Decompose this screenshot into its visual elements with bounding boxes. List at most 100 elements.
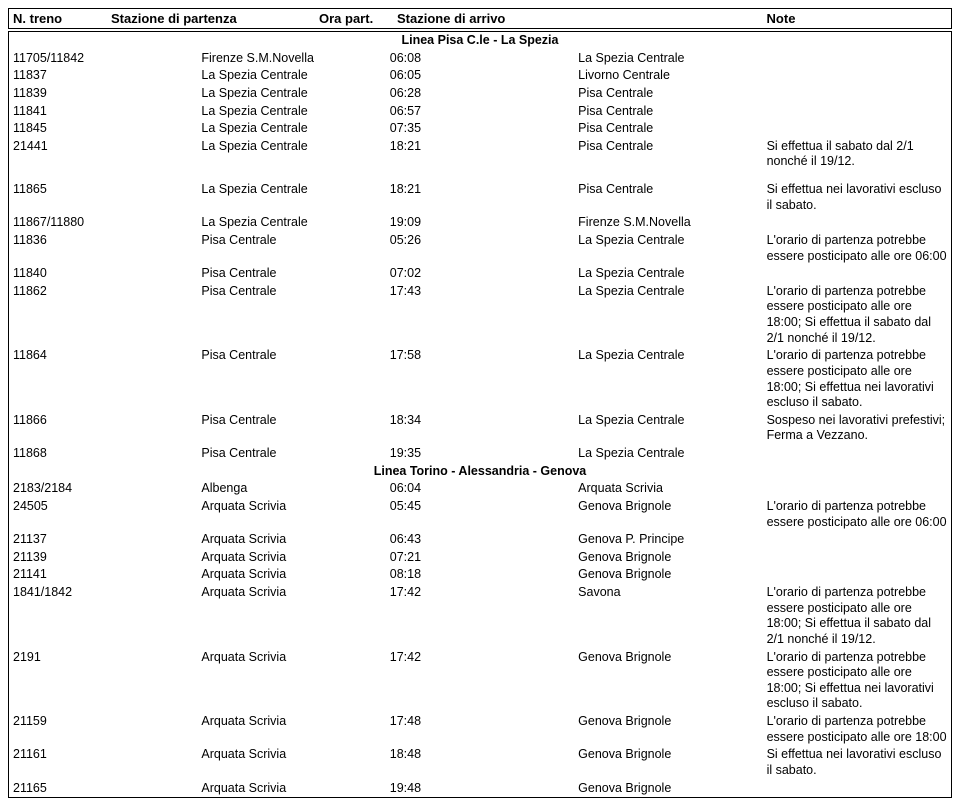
cell-note: L'orario di partenza potrebbe essere pos… bbox=[763, 283, 951, 348]
cell-arrivo: Genova Brignole bbox=[574, 780, 762, 798]
col-header-partenza: Stazione di partenza bbox=[107, 9, 315, 28]
cell-partenza: Arquata Scrivia bbox=[197, 584, 385, 649]
cell-note: Si effettua nei lavorativi escluso il sa… bbox=[763, 746, 951, 779]
cell-arrivo: Savona bbox=[574, 584, 762, 649]
cell-arrivo: La Spezia Centrale bbox=[574, 265, 762, 283]
cell-arrivo: Firenze S.M.Novella bbox=[574, 214, 762, 232]
cell-ora: 06:28 bbox=[386, 85, 574, 103]
cell-note bbox=[763, 67, 951, 85]
cell-partenza: La Spezia Centrale bbox=[197, 67, 385, 85]
cell-arrivo: Genova Brignole bbox=[574, 746, 762, 779]
cell-treno: 11840 bbox=[9, 265, 197, 283]
cell-note bbox=[763, 120, 951, 138]
cell-ora: 18:34 bbox=[386, 412, 574, 445]
cell-arrivo: La Spezia Centrale bbox=[574, 412, 762, 445]
cell-note bbox=[763, 103, 951, 121]
table-row: 11841La Spezia Centrale06:57Pisa Central… bbox=[9, 103, 951, 121]
cell-partenza: La Spezia Centrale bbox=[197, 181, 385, 214]
cell-ora: 06:04 bbox=[386, 480, 574, 498]
cell-ora: 08:18 bbox=[386, 566, 574, 584]
cell-note bbox=[763, 85, 951, 103]
cell-ora: 05:26 bbox=[386, 232, 574, 265]
cell-partenza: Arquata Scrivia bbox=[197, 780, 385, 798]
cell-treno: 11866 bbox=[9, 412, 197, 445]
table-row: 21161Arquata Scrivia18:48Genova Brignole… bbox=[9, 746, 951, 779]
cell-partenza: Firenze S.M.Novella bbox=[197, 50, 385, 68]
cell-ora: 07:21 bbox=[386, 549, 574, 567]
cell-ora: 17:42 bbox=[386, 649, 574, 714]
cell-note bbox=[763, 214, 951, 232]
table-row: 11864Pisa Centrale17:58La Spezia Central… bbox=[9, 347, 951, 412]
cell-note: Si effettua nei lavorativi escluso il sa… bbox=[763, 181, 951, 214]
cell-arrivo: La Spezia Centrale bbox=[574, 50, 762, 68]
spacer-row bbox=[9, 171, 951, 181]
cell-arrivo: La Spezia Centrale bbox=[574, 347, 762, 412]
cell-ora: 19:09 bbox=[386, 214, 574, 232]
table-row: 1841/1842Arquata Scrivia17:42SavonaL'ora… bbox=[9, 584, 951, 649]
cell-treno: 11841 bbox=[9, 103, 197, 121]
cell-partenza: Arquata Scrivia bbox=[197, 549, 385, 567]
cell-treno: 11868 bbox=[9, 445, 197, 463]
cell-treno: 21141 bbox=[9, 566, 197, 584]
cell-arrivo: Pisa Centrale bbox=[574, 120, 762, 138]
cell-partenza: Arquata Scrivia bbox=[197, 649, 385, 714]
cell-partenza: Pisa Centrale bbox=[197, 232, 385, 265]
cell-partenza: Pisa Centrale bbox=[197, 412, 385, 445]
cell-ora: 07:02 bbox=[386, 265, 574, 283]
cell-partenza: La Spezia Centrale bbox=[197, 138, 385, 171]
cell-note: L'orario di partenza potrebbe essere pos… bbox=[763, 498, 951, 531]
section-title: Linea Torino - Alessandria - Genova bbox=[9, 463, 951, 481]
table-row: 2183/2184Albenga06:04Arquata Scrivia bbox=[9, 480, 951, 498]
table-row: 11839La Spezia Centrale06:28Pisa Central… bbox=[9, 85, 951, 103]
cell-ora: 19:35 bbox=[386, 445, 574, 463]
cell-ora: 19:48 bbox=[386, 780, 574, 798]
cell-partenza: La Spezia Centrale bbox=[197, 120, 385, 138]
cell-treno: 11865 bbox=[9, 181, 197, 214]
cell-arrivo: Genova P. Principe bbox=[574, 531, 762, 549]
cell-treno: 11839 bbox=[9, 85, 197, 103]
table-row: 11845La Spezia Centrale07:35Pisa Central… bbox=[9, 120, 951, 138]
cell-ora: 17:58 bbox=[386, 347, 574, 412]
cell-note bbox=[763, 265, 951, 283]
cell-note: Si effettua il sabato dal 2/1 nonché il … bbox=[763, 138, 951, 171]
cell-arrivo: Genova Brignole bbox=[574, 498, 762, 531]
cell-treno: 21159 bbox=[9, 713, 197, 746]
cell-note: L'orario di partenza potrebbe essere pos… bbox=[763, 232, 951, 265]
table-row: 11866Pisa Centrale18:34La Spezia Central… bbox=[9, 412, 951, 445]
cell-ora: 18:21 bbox=[386, 138, 574, 171]
table-row: 21139Arquata Scrivia07:21Genova Brignole bbox=[9, 549, 951, 567]
cell-partenza: Arquata Scrivia bbox=[197, 566, 385, 584]
table-row: 11865La Spezia Centrale18:21Pisa Central… bbox=[9, 181, 951, 214]
cell-partenza: La Spezia Centrale bbox=[197, 214, 385, 232]
cell-ora: 18:48 bbox=[386, 746, 574, 779]
col-header-arrivo: Stazione di arrivo bbox=[393, 9, 611, 28]
table-row: 21159Arquata Scrivia17:48Genova Brignole… bbox=[9, 713, 951, 746]
cell-ora: 18:21 bbox=[386, 181, 574, 214]
cell-partenza: Arquata Scrivia bbox=[197, 498, 385, 531]
header-table: N. treno Stazione di partenza Ora part. … bbox=[9, 9, 951, 28]
cell-partenza: Arquata Scrivia bbox=[197, 713, 385, 746]
cell-ora: 06:43 bbox=[386, 531, 574, 549]
section-title-row: Linea Pisa C.le - La Spezia bbox=[9, 32, 951, 50]
cell-arrivo: Genova Brignole bbox=[574, 649, 762, 714]
cell-partenza: Pisa Centrale bbox=[197, 265, 385, 283]
cell-note: Sospeso nei lavorativi prefestivi; Ferma… bbox=[763, 412, 951, 445]
cell-treno: 24505 bbox=[9, 498, 197, 531]
cell-arrivo: Genova Brignole bbox=[574, 549, 762, 567]
table-row: 21137Arquata Scrivia06:43Genova P. Princ… bbox=[9, 531, 951, 549]
cell-ora: 06:08 bbox=[386, 50, 574, 68]
cell-ora: 17:48 bbox=[386, 713, 574, 746]
cell-note bbox=[763, 549, 951, 567]
cell-note: L'orario di partenza potrebbe essere pos… bbox=[763, 584, 951, 649]
cell-treno: 21161 bbox=[9, 746, 197, 779]
cell-ora: 17:43 bbox=[386, 283, 574, 348]
cell-arrivo: Livorno Centrale bbox=[574, 67, 762, 85]
section-title-row: Linea Torino - Alessandria - Genova bbox=[9, 463, 951, 481]
cell-arrivo: Pisa Centrale bbox=[574, 103, 762, 121]
cell-treno: 11867/11880 bbox=[9, 214, 197, 232]
cell-arrivo: La Spezia Centrale bbox=[574, 445, 762, 463]
cell-partenza: Pisa Centrale bbox=[197, 347, 385, 412]
table-row: 21441La Spezia Centrale18:21Pisa Central… bbox=[9, 138, 951, 171]
table-row: 2191Arquata Scrivia17:42Genova BrignoleL… bbox=[9, 649, 951, 714]
cell-note: L'orario di partenza potrebbe essere pos… bbox=[763, 649, 951, 714]
